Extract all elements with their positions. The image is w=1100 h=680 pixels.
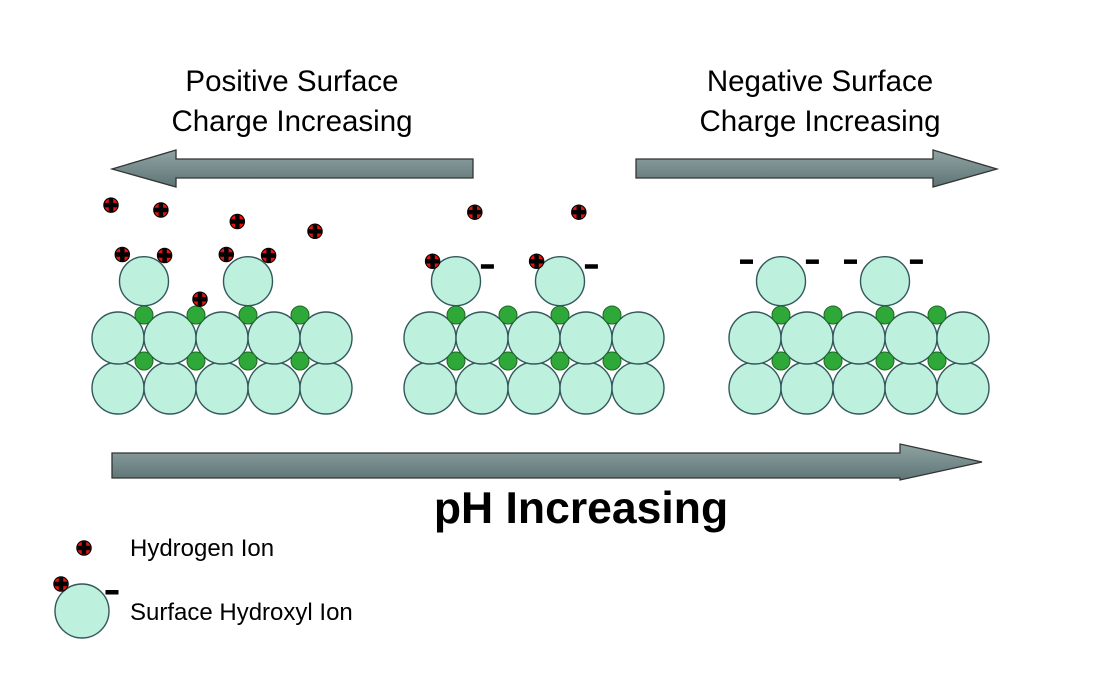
svg-text:Hydrogen Ion: Hydrogen Ion	[130, 535, 274, 562]
svg-text:Negative Surface: Negative Surface	[707, 65, 933, 98]
svg-text:Charge Increasing: Charge Increasing	[171, 105, 412, 138]
svg-text:Positive Surface: Positive Surface	[185, 65, 398, 98]
svg-text:Surface Hydroxyl Ion: Surface Hydroxyl Ion	[130, 599, 353, 626]
svg-text:pH Increasing: pH Increasing	[434, 484, 728, 533]
svg-text:Charge Increasing: Charge Increasing	[699, 105, 940, 138]
